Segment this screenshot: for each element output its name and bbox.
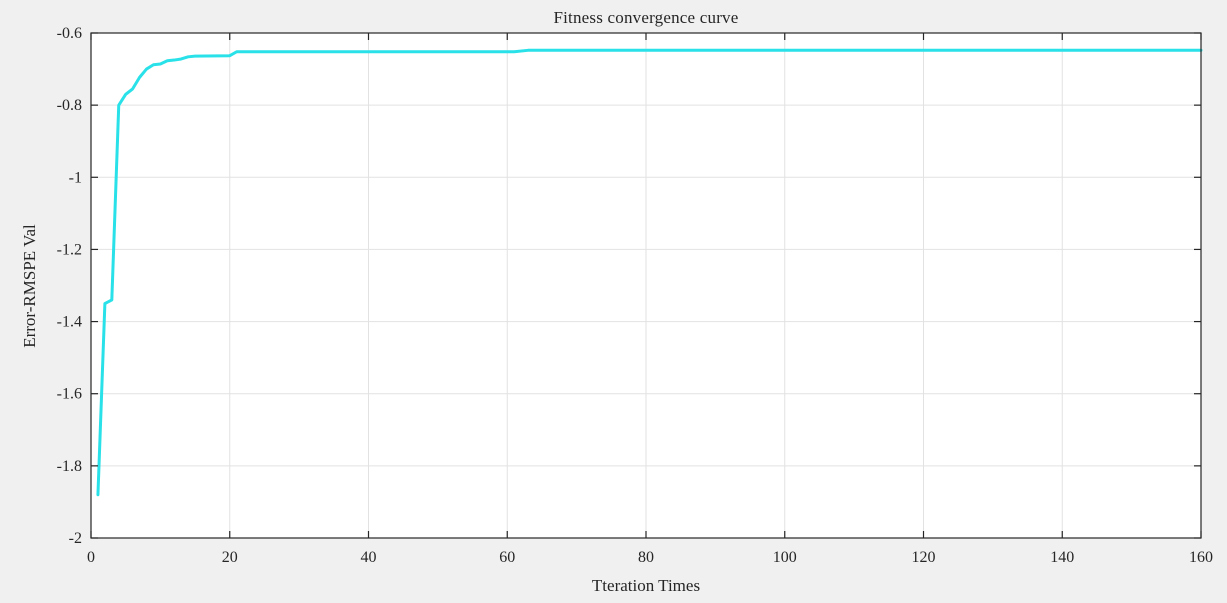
y-tick-label: -1 [69, 169, 82, 186]
y-tick-label: -0.6 [57, 25, 82, 42]
series-line [96, 48, 1203, 497]
y-axis-label: Error-RMSPE Val [20, 224, 39, 348]
y-tick-label: -2 [69, 530, 82, 547]
x-tick-label: 160 [1189, 549, 1213, 566]
y-tick-label: -0.8 [57, 97, 82, 114]
y-tick-label: -1.6 [57, 386, 82, 403]
y-tick-label: -1.8 [57, 458, 82, 475]
x-axis-label: Tteration Times [591, 576, 701, 595]
x-tick-label: 20 [222, 549, 238, 566]
x-tick-label: 120 [912, 549, 936, 566]
x-tick-label: 80 [638, 549, 654, 566]
x-tick-label: 140 [1050, 549, 1074, 566]
chart-title: Fitness convergence curve [553, 8, 739, 27]
y-tick-label: -1.2 [57, 241, 82, 258]
x-tick-label: 100 [773, 549, 797, 566]
y-tick-label: -1.4 [57, 314, 82, 331]
x-tick-label: 40 [361, 549, 377, 566]
x-tick-label: 60 [499, 549, 515, 566]
x-tick-label: 0 [87, 549, 95, 566]
